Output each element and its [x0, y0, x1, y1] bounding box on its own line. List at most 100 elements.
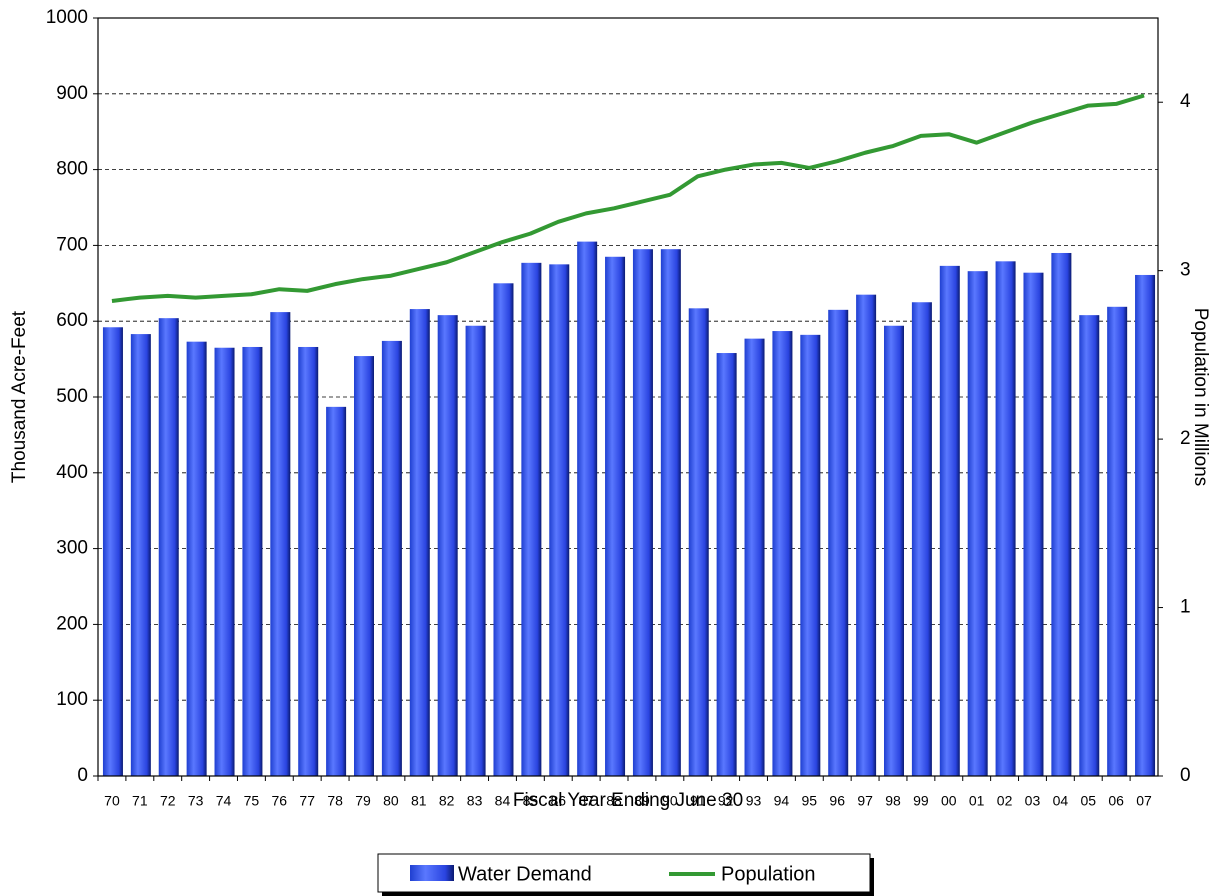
x-tick-label: 95 [802, 793, 818, 809]
bar [1079, 315, 1100, 776]
bar [856, 294, 877, 776]
bar [1107, 306, 1128, 776]
bar [242, 346, 263, 776]
plot-frame [97, 17, 1159, 777]
x-tick-label: 03 [1025, 793, 1041, 809]
x-tick-label: 97 [857, 793, 873, 809]
bar [437, 315, 458, 776]
y2-tick-label: 4 [1180, 91, 1191, 112]
y2-axis-title: Population in Millions [1190, 308, 1211, 487]
bar [465, 325, 486, 776]
x-tick-label: 93 [746, 793, 762, 809]
bar [1051, 252, 1072, 777]
x-tick-label: 83 [467, 793, 483, 809]
bar [1023, 272, 1044, 776]
x-tick-label: 89 [634, 793, 650, 809]
x-tick-label: 06 [1108, 793, 1124, 809]
y-tick-label: 900 [56, 83, 88, 104]
line [111, 93, 1145, 303]
bar [326, 406, 347, 776]
x-tick-label: 76 [272, 793, 288, 809]
x-tick-label: 71 [132, 793, 148, 809]
y-tick-label: 200 [56, 613, 88, 634]
legend: Water Demand Population [377, 853, 874, 896]
x-tick-label: 75 [244, 793, 260, 809]
x-tick-label: 01 [969, 793, 985, 809]
legend-swatch [410, 865, 454, 881]
y-tick-label: 400 [56, 462, 88, 483]
bar [911, 302, 932, 776]
bar [967, 271, 988, 776]
x-tick-label: 82 [439, 793, 455, 809]
bar [381, 340, 402, 776]
x-tick-label: 02 [997, 793, 1013, 809]
y-axis-title: Thousand Acre-Feet [9, 310, 30, 483]
bar [354, 356, 374, 776]
x-tick-label: 72 [160, 793, 176, 809]
bar [298, 346, 319, 776]
bar [493, 283, 514, 776]
y-tick-label: 500 [56, 386, 88, 407]
x-tick-label: 90 [662, 793, 678, 809]
x-tick-label: 86 [550, 793, 566, 809]
x-tick-label: 94 [774, 793, 790, 809]
y-tick-label: 300 [56, 538, 88, 559]
bar [772, 331, 793, 776]
legend-box [377, 853, 871, 893]
x-tick-label: 92 [718, 793, 734, 809]
legend-label: Population [721, 863, 816, 885]
x-tick-label: 87 [578, 793, 594, 809]
bar [688, 308, 709, 776]
bar [270, 312, 291, 776]
x-tick-label: 81 [411, 793, 427, 809]
x-tick-label: 70 [104, 793, 120, 809]
bar [1135, 274, 1156, 776]
bar [939, 265, 960, 776]
bar [549, 264, 570, 776]
x-tick-label: 88 [606, 793, 622, 809]
x-tick-label: 91 [690, 793, 706, 809]
x-tick-label: 84 [495, 793, 511, 809]
x-tick-label: 99 [913, 793, 929, 809]
bar [716, 353, 737, 776]
x-tick-label: 74 [216, 793, 232, 809]
bar [130, 334, 151, 776]
x-tick-label: 04 [1053, 793, 1069, 809]
y-tick-label: 800 [56, 159, 88, 180]
bar [214, 347, 235, 776]
bar [744, 338, 765, 776]
bar [605, 256, 626, 776]
x-tick-label: 73 [188, 793, 204, 809]
y2-tick-label: 0 [1180, 765, 1191, 786]
x-tick-label: 85 [523, 793, 539, 809]
x-axis-title: Fiscal Year Ending June 30 [513, 790, 743, 811]
bar [995, 261, 1016, 776]
y2-tick-label: 3 [1180, 260, 1191, 281]
x-tick-label: 96 [829, 793, 845, 809]
x-tick-label: 80 [383, 793, 399, 809]
bar [884, 325, 904, 776]
bar [800, 334, 821, 776]
y-tick-label: 100 [56, 689, 88, 710]
bar [102, 327, 123, 776]
x-tick-label: 79 [355, 793, 371, 809]
bar [521, 262, 542, 777]
y-tick-label: 0 [77, 765, 88, 786]
bar [158, 318, 179, 776]
x-tick-label: 07 [1136, 793, 1152, 809]
x-tick-label: 05 [1080, 793, 1096, 809]
x-tick-label: 98 [885, 793, 901, 809]
y2-tick-label: 2 [1180, 428, 1191, 449]
x-tick-label: 78 [327, 793, 343, 809]
bar [660, 249, 681, 776]
x-tick-label: 77 [299, 793, 315, 809]
legend-label: Water Demand [458, 863, 592, 885]
y2-tick-label: 1 [1180, 597, 1191, 618]
bar [632, 249, 653, 776]
y-tick-label: 1000 [46, 7, 88, 28]
y-tick-label: 700 [56, 234, 88, 255]
x-tick-label: 00 [941, 793, 957, 809]
bar [577, 241, 598, 777]
bar [828, 309, 849, 776]
